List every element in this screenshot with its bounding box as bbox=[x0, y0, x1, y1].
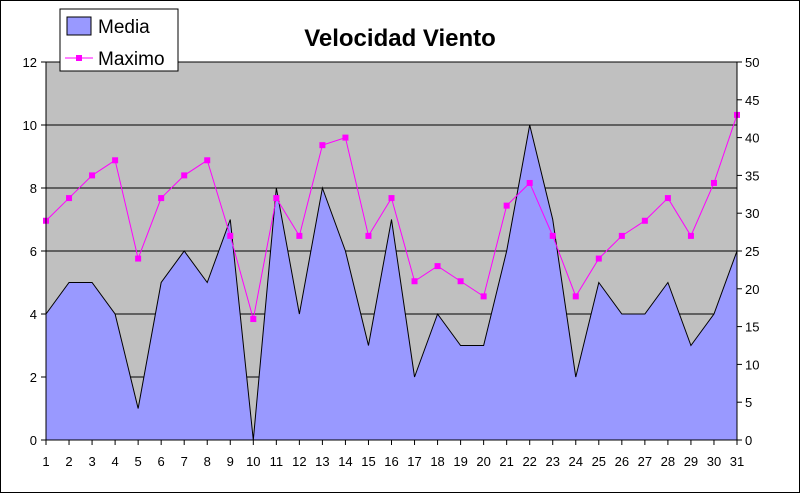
maximo-point bbox=[181, 172, 188, 179]
maximo-point bbox=[503, 202, 510, 209]
y-right-tick-label: 5 bbox=[745, 395, 752, 410]
y-right-tick-label: 45 bbox=[745, 93, 759, 108]
x-tick-label: 18 bbox=[430, 454, 444, 469]
legend-maximo-marker bbox=[76, 55, 82, 61]
y-left-tick-label: 10 bbox=[23, 118, 37, 133]
legend-maximo-label: Maximo bbox=[98, 49, 165, 70]
maximo-point bbox=[66, 195, 73, 202]
y-left-tick-label: 2 bbox=[30, 370, 37, 385]
x-tick-label: 27 bbox=[638, 454, 652, 469]
x-tick-label: 14 bbox=[338, 454, 352, 469]
y-right-tick-label: 35 bbox=[745, 168, 759, 183]
y-left-tick-label: 12 bbox=[23, 55, 37, 70]
maximo-point bbox=[319, 142, 326, 149]
x-tick-label: 11 bbox=[270, 454, 284, 469]
x-tick-label: 31 bbox=[730, 454, 744, 469]
maximo-point bbox=[89, 172, 96, 179]
x-tick-label: 1 bbox=[42, 454, 49, 469]
y-left-tick-label: 8 bbox=[30, 181, 37, 196]
maximo-point bbox=[273, 195, 280, 202]
maximo-point bbox=[595, 255, 602, 262]
maximo-point bbox=[549, 232, 556, 239]
maximo-point bbox=[664, 195, 671, 202]
x-tick-label: 17 bbox=[407, 454, 421, 469]
x-tick-label: 7 bbox=[181, 454, 188, 469]
x-tick-label: 25 bbox=[592, 454, 606, 469]
x-tick-label: 4 bbox=[111, 454, 118, 469]
maximo-point bbox=[204, 157, 211, 164]
legend: Media Maximo bbox=[59, 8, 179, 72]
maximo-point bbox=[526, 179, 533, 186]
x-tick-label: 21 bbox=[499, 454, 513, 469]
x-tick-label: 29 bbox=[684, 454, 698, 469]
y-right-tick-label: 30 bbox=[745, 206, 759, 221]
maximo-point bbox=[250, 316, 257, 323]
y-left-tick-label: 0 bbox=[30, 433, 37, 448]
maximo-point bbox=[457, 278, 464, 285]
y-left-tick-label: 4 bbox=[30, 307, 37, 322]
x-tick-label: 13 bbox=[315, 454, 329, 469]
x-tick-label: 28 bbox=[661, 454, 675, 469]
y-right-tick-label: 25 bbox=[745, 244, 759, 259]
maximo-point bbox=[342, 134, 349, 141]
maximo-point bbox=[618, 232, 625, 239]
legend-media-swatch bbox=[66, 16, 92, 36]
chart-title: Velocidad Viento bbox=[304, 25, 496, 52]
maximo-point bbox=[710, 179, 717, 186]
maximo-point bbox=[687, 232, 694, 239]
maximo-point bbox=[112, 157, 119, 164]
x-tick-label: 30 bbox=[707, 454, 721, 469]
x-tick-label: 19 bbox=[453, 454, 467, 469]
legend-media-label: Media bbox=[98, 17, 150, 38]
y-left-tick-label: 6 bbox=[30, 244, 37, 259]
maximo-point bbox=[296, 232, 303, 239]
x-tick-label: 12 bbox=[292, 454, 306, 469]
x-tick-label: 9 bbox=[227, 454, 234, 469]
media-area bbox=[46, 125, 737, 440]
y-right-tick-label: 0 bbox=[745, 433, 752, 448]
maximo-point bbox=[641, 217, 648, 224]
y-right-tick-label: 20 bbox=[745, 282, 759, 297]
x-tick-label: 22 bbox=[522, 454, 536, 469]
maximo-point bbox=[365, 232, 372, 239]
x-tick-label: 16 bbox=[384, 454, 398, 469]
x-tick-label: 23 bbox=[545, 454, 559, 469]
x-tick-label: 26 bbox=[615, 454, 629, 469]
maximo-point bbox=[135, 255, 142, 262]
x-tick-label: 24 bbox=[569, 454, 583, 469]
maximo-point bbox=[227, 232, 234, 239]
x-tick-label: 2 bbox=[65, 454, 72, 469]
maximo-point bbox=[572, 293, 579, 300]
y-right-tick-label: 15 bbox=[745, 320, 759, 335]
maximo-point bbox=[411, 278, 418, 285]
y-right-tick-label: 50 bbox=[745, 55, 759, 70]
media-outline bbox=[45, 124, 738, 441]
maximo-point bbox=[480, 293, 487, 300]
x-tick-label: 3 bbox=[88, 454, 95, 469]
y-right-tick-label: 40 bbox=[745, 131, 759, 146]
maximo-point bbox=[388, 195, 395, 202]
x-tick-label: 10 bbox=[246, 454, 260, 469]
x-tick-label: 6 bbox=[158, 454, 165, 469]
y-right-tick-label: 10 bbox=[745, 357, 759, 372]
x-tick-label: 8 bbox=[204, 454, 211, 469]
x-tick-label: 15 bbox=[361, 454, 375, 469]
maximo-point bbox=[434, 263, 441, 270]
maximo-point bbox=[158, 195, 165, 202]
x-tick-label: 20 bbox=[476, 454, 490, 469]
x-tick-label: 5 bbox=[135, 454, 142, 469]
